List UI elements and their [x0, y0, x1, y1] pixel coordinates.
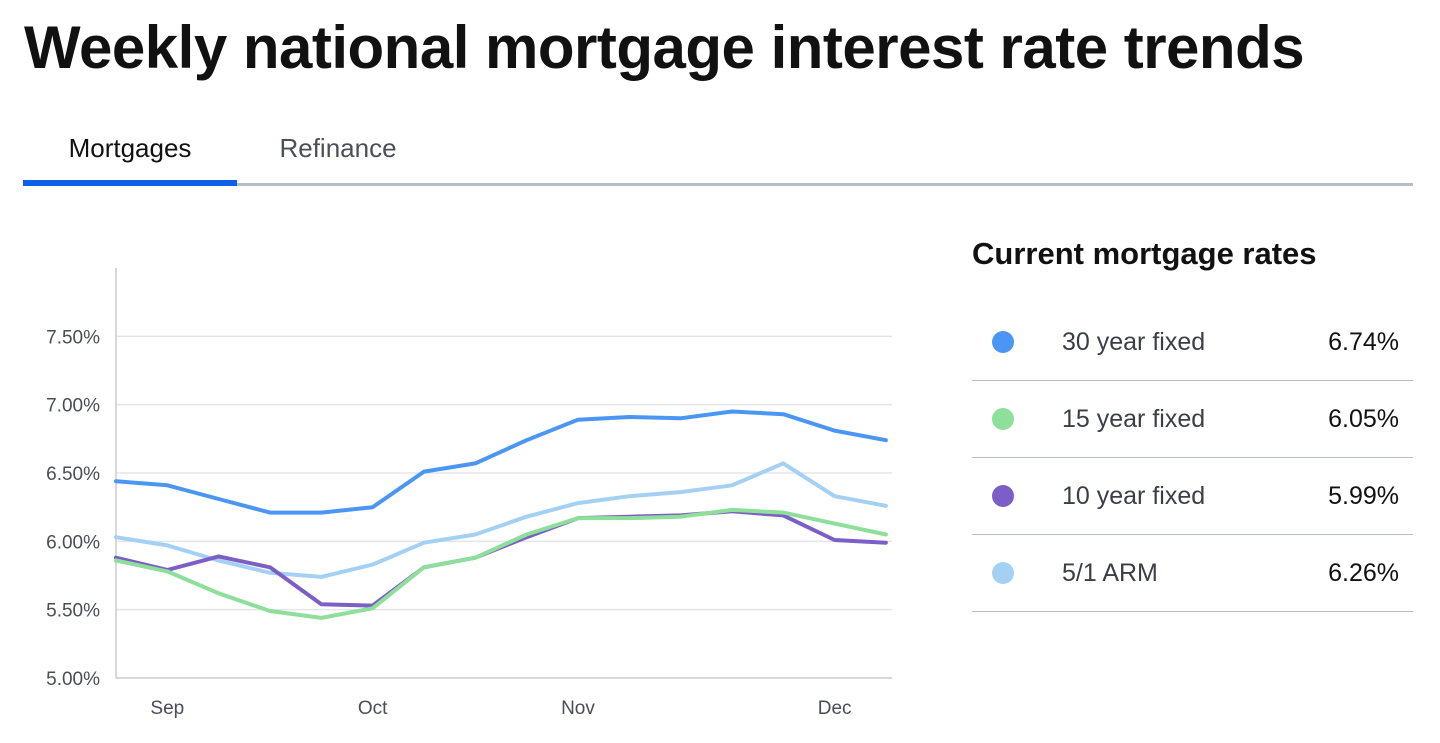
rate-row-10-year-fixed: 10 year fixed 5.99% — [972, 458, 1413, 535]
legend-dot-icon — [992, 331, 1014, 353]
rate-label: 15 year fixed — [1062, 405, 1206, 433]
x-tick-label: Sep — [150, 698, 184, 719]
tab-divider — [23, 183, 1413, 186]
legend-dot-icon — [992, 562, 1014, 584]
rate-row-15-year-fixed: 15 year fixed 6.05% — [972, 381, 1413, 458]
rate-label: 10 year fixed — [1062, 482, 1206, 510]
legend-dot-icon — [992, 408, 1014, 430]
y-tick-label: 6.50% — [46, 464, 100, 485]
rate-list: 30 year fixed 6.74% 15 year fixed 6.05% … — [972, 304, 1413, 612]
rate-label: 30 year fixed — [1062, 328, 1206, 356]
rate-value: 6.26% — [1328, 559, 1399, 587]
rate-value: 6.74% — [1328, 328, 1399, 356]
tab-refinance[interactable]: Refinance — [279, 133, 397, 163]
series-line-15-year-fixed — [114, 507, 888, 620]
y-tick-label: 6.00% — [46, 532, 100, 553]
rate-row-5-1-arm: 5/1 ARM 6.26% — [972, 535, 1413, 612]
series-line-5-1-arm — [114, 461, 888, 579]
page-title: Weekly national mortgage interest rate t… — [24, 14, 1305, 81]
series-line-30-year-fixed — [114, 409, 888, 515]
y-tick-label: 5.50% — [46, 601, 100, 622]
rate-value: 6.05% — [1328, 405, 1399, 433]
y-tick-label: 7.50% — [46, 327, 100, 348]
tab-mortgages[interactable]: Mortgages — [68, 133, 192, 163]
current-rates-panel: Current mortgage rates 30 year fixed 6.7… — [972, 230, 1413, 612]
x-tick-label: Dec — [818, 698, 852, 719]
rate-label: 5/1 ARM — [1062, 559, 1158, 587]
x-tick-label: Oct — [358, 698, 388, 719]
tab-bar: Mortgages Refinance — [23, 120, 1413, 186]
rate-value: 5.99% — [1328, 482, 1399, 510]
active-tab-indicator — [23, 180, 237, 186]
y-tick-label: 7.00% — [46, 396, 100, 417]
current-rates-title: Current mortgage rates — [972, 236, 1317, 271]
x-tick-label: Nov — [561, 698, 595, 719]
rate-row-30-year-fixed: 30 year fixed 6.74% — [972, 304, 1413, 381]
rate-trend-chart: 5.00% 5.50% 6.00% 6.50% 7.00% 7.50% Sep Oct Nov D… — [46, 268, 892, 719]
legend-dot-icon — [992, 485, 1014, 507]
y-tick-label: 5.00% — [46, 669, 100, 690]
